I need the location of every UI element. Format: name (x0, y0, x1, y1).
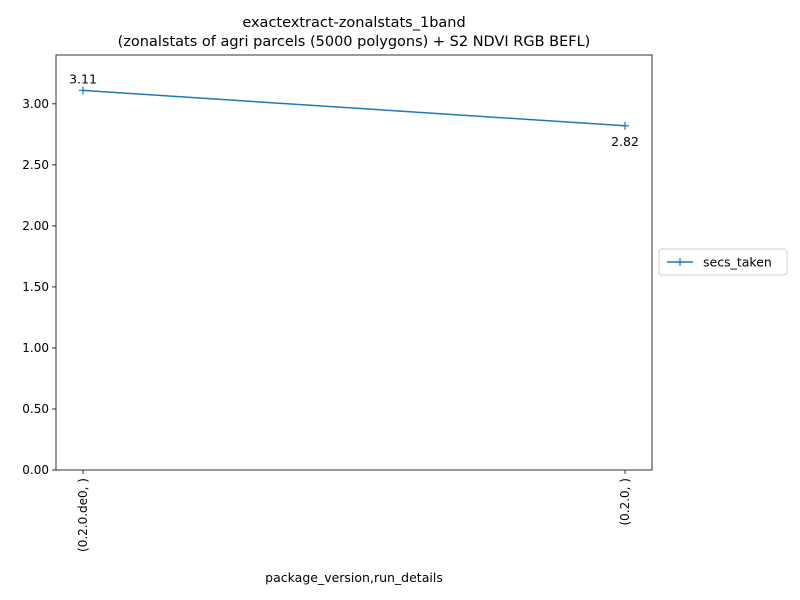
legend-label: secs_taken (703, 255, 772, 270)
y-tick-label: 1.50 (22, 280, 49, 294)
y-tick-label: 0.00 (22, 463, 49, 477)
plot-area: 0.00 0.50 1.00 1.50 2.00 2.50 3.00 (0.2.0.de0, … (22, 54, 653, 552)
y-tick-label: 2.00 (22, 219, 49, 233)
data-label: 3.11 (69, 71, 97, 86)
axes-frame (55, 54, 653, 471)
y-tick-label: 0.50 (22, 402, 49, 416)
legend: secs_taken (658, 248, 788, 276)
x-tick-label: (0.2.0, ) (618, 478, 632, 526)
x-axis-label: package_version,run_details (265, 570, 443, 585)
x-tick-label: (0.2.0.de0, ) (76, 478, 90, 552)
legend-box (658, 248, 788, 276)
data-label: 2.82 (611, 134, 639, 149)
chart-title: exactextract-zonalstats_1band (242, 15, 465, 31)
data-point-marker (621, 121, 629, 130)
series-line-secs-taken (82, 89, 626, 127)
chart-subtitle: (zonalstats of agri parcels (5000 polygo… (118, 34, 591, 50)
data-point-marker (79, 86, 87, 95)
y-tick-label: 1.00 (22, 341, 49, 355)
y-tick-label: 3.00 (22, 97, 49, 111)
y-tick-label: 2.50 (22, 158, 49, 172)
